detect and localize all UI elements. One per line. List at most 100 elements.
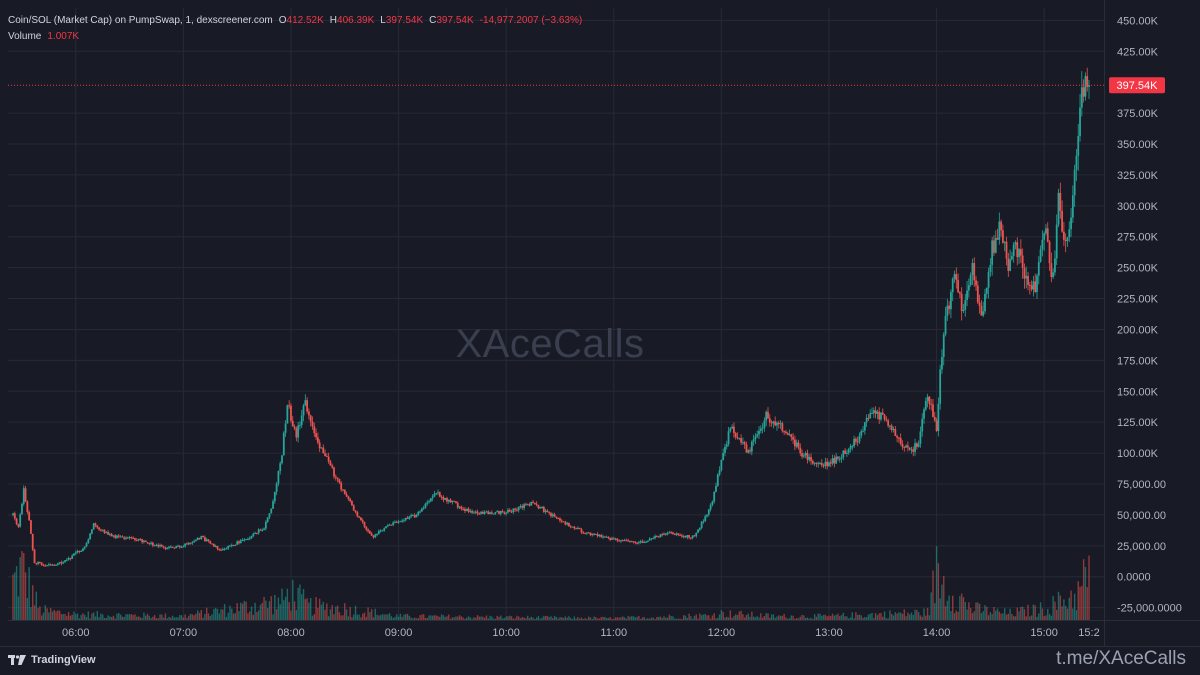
volume-bar (867, 614, 870, 620)
candle-body (1054, 258, 1056, 273)
candle-body (128, 537, 131, 539)
tradingview-logo[interactable]: TradingView (8, 654, 96, 666)
volume-bar (62, 613, 64, 620)
volume-bar (989, 611, 992, 620)
volume-bar (1023, 609, 1026, 620)
candle-body (55, 564, 57, 566)
volume-bar (229, 605, 231, 620)
candle-body (1064, 239, 1067, 242)
candle-body (781, 423, 784, 432)
volume-bar (738, 611, 740, 620)
candle-body (196, 537, 199, 541)
candle-body (596, 533, 599, 537)
volume-bar (718, 614, 721, 620)
candle-body (695, 532, 698, 537)
candle-body (437, 492, 439, 494)
volume-bar (530, 616, 532, 620)
candle-body (153, 545, 156, 547)
volume-bar (42, 612, 45, 620)
volume-bar (813, 614, 816, 620)
volume-bar (776, 616, 778, 620)
candle-body (858, 435, 861, 442)
candle-body (464, 508, 466, 512)
candle-body (456, 502, 459, 508)
volume-bar (419, 615, 421, 620)
volume-bar (498, 616, 500, 620)
volume-bar (353, 614, 355, 620)
candle-body (1048, 241, 1051, 264)
volume-bar (137, 616, 140, 620)
volume-bar (150, 618, 152, 620)
candle-body (169, 546, 172, 548)
candle-body (684, 536, 687, 538)
candle-body (277, 471, 280, 484)
candle-body (1039, 249, 1042, 262)
candle-body (429, 498, 432, 502)
volume-bar (950, 611, 952, 620)
volume-bar (855, 612, 857, 620)
volume-bar (770, 614, 773, 620)
volume-bar (526, 615, 529, 620)
candle-body (591, 533, 594, 536)
volume-bar (399, 613, 402, 620)
candle-body (734, 433, 737, 438)
volume-bar (731, 617, 733, 620)
volume-bar (575, 618, 577, 620)
candle-body (844, 450, 847, 454)
volume-bar (1075, 610, 1078, 620)
candle-body (487, 511, 490, 515)
volume-bar (878, 613, 880, 620)
volume-bar (806, 617, 809, 620)
volume-bar (100, 613, 102, 620)
candle-body (914, 443, 916, 452)
candle-body (607, 536, 610, 538)
volume-bar (982, 611, 984, 620)
candle-body (779, 423, 782, 425)
candle-body (908, 447, 911, 450)
volume-bar (256, 612, 258, 620)
candle-body (420, 508, 423, 512)
volume-bar (1066, 608, 1069, 620)
volume-bar (408, 615, 411, 620)
volume-bar (440, 614, 443, 620)
candle-body (946, 305, 949, 316)
candle-body (937, 403, 940, 432)
candle-body (331, 465, 334, 468)
candle-body (498, 511, 500, 514)
candle-body (168, 546, 170, 548)
volume-bar (222, 609, 224, 620)
volume-bar (448, 614, 450, 620)
volume-bar (78, 618, 81, 620)
volume-bar (385, 614, 387, 620)
candle-body (94, 523, 97, 526)
candle-body (250, 536, 253, 539)
candle-body (569, 526, 572, 528)
volume-bar (648, 618, 651, 620)
candle-body (528, 504, 531, 506)
candle-body (629, 541, 631, 543)
candle-body (612, 538, 615, 540)
candle-body (1012, 244, 1015, 257)
candle-body (736, 437, 739, 439)
volume-bar (708, 615, 710, 620)
candle-body (281, 455, 283, 464)
volume-bar (510, 616, 513, 620)
legend-change: -14,977.2007 (−3.63%) (479, 15, 583, 26)
candle-body (740, 438, 742, 443)
candle-body (1000, 221, 1003, 231)
volume-bar (64, 614, 66, 620)
volume-bar (362, 613, 364, 620)
volume-bar (711, 615, 714, 620)
candle-body (505, 512, 508, 514)
telegram-link[interactable]: t.me/XAceCalls (1056, 648, 1186, 669)
candle-body (767, 411, 769, 419)
volume-bar (109, 616, 111, 620)
volume-bar (304, 599, 307, 620)
volume-bar (216, 608, 219, 620)
candle-body (469, 510, 472, 512)
volume-bar (444, 616, 446, 620)
candle-body (890, 425, 893, 430)
candle-body (40, 562, 43, 565)
volume-bar (55, 611, 57, 620)
